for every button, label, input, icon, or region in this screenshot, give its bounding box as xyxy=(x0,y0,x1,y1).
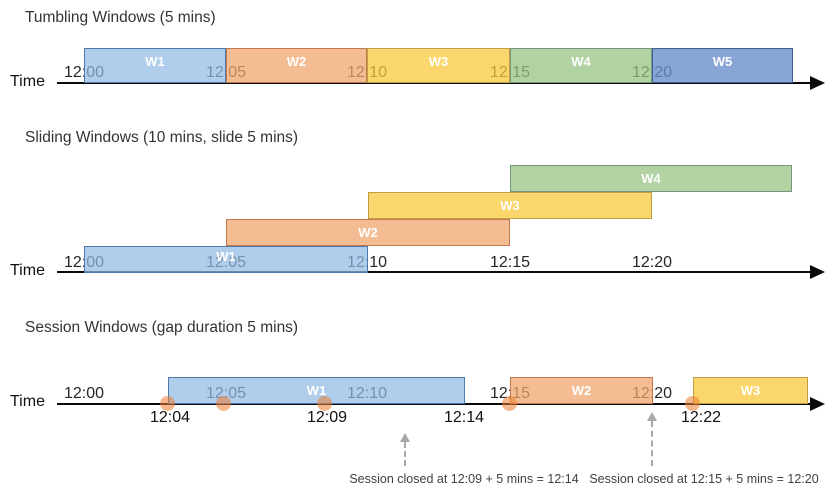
event-time-label: 12:14 xyxy=(443,409,485,426)
sliding-time-axis-label: Time xyxy=(10,262,45,279)
session-time-axis-label: Time xyxy=(10,393,45,410)
sliding-windows-window-bar-w4 xyxy=(510,165,792,192)
tumbling-windows-title: Tumbling Windows (5 mins) xyxy=(25,9,216,26)
sliding-windows-window-label-w1: W1 xyxy=(216,249,236,264)
event-dot xyxy=(685,396,700,411)
tumbling-windows-axis-arrowhead-icon xyxy=(810,76,825,90)
session-closed-arrow-line xyxy=(651,421,653,466)
session-windows-window-label-w1: W1 xyxy=(306,383,327,398)
sliding-windows-window-label-w3: W3 xyxy=(500,198,520,213)
sliding-windows-title: Sliding Windows (10 mins, slide 5 mins) xyxy=(25,129,299,146)
event-time-label: 12:04 xyxy=(149,409,191,426)
tumbling-windows-window-label-w2: W2 xyxy=(286,54,307,69)
session-closed-note: Session closed at 12:15 + 5 mins = 12:20 xyxy=(589,472,819,486)
sliding-windows-window-label-w4: W4 xyxy=(641,171,661,186)
arrow-up-icon xyxy=(647,412,657,421)
event-dot xyxy=(216,396,231,411)
tumbling-windows-window-label-w3: W3 xyxy=(428,54,449,69)
session-windows-tick-label: 12:00 xyxy=(63,385,105,402)
tumbling-windows-time-axis xyxy=(57,82,812,84)
tumbling-windows-window-bar-w5 xyxy=(652,48,793,83)
event-time-label: 12:22 xyxy=(680,409,722,426)
tumbling-windows-window-bar-w3 xyxy=(367,48,510,83)
event-time-label: 12:09 xyxy=(306,409,348,426)
event-dot xyxy=(160,396,175,411)
session-windows-window-label-w3: W3 xyxy=(740,383,761,398)
session-windows-window-bar-w3 xyxy=(693,377,808,404)
tumbling-windows-window-bar-w1 xyxy=(84,48,226,83)
session-windows-window-label-w2: W2 xyxy=(571,383,592,398)
sliding-windows-window-bar-w3 xyxy=(368,192,652,219)
session-windows-axis-arrowhead-icon xyxy=(810,397,825,411)
session-windows-window-bar-w2 xyxy=(510,377,653,404)
event-dot xyxy=(502,396,517,411)
sliding-windows-time-axis xyxy=(57,271,812,273)
tumbling-windows-window-label-w1: W1 xyxy=(145,54,165,69)
tumbling-time-axis-label: Time xyxy=(10,73,45,90)
event-dot xyxy=(317,396,332,411)
tumbling-windows-window-label-w5: W5 xyxy=(712,54,733,69)
tumbling-windows-window-label-w4: W4 xyxy=(571,54,591,69)
sliding-windows-window-label-w2: W2 xyxy=(358,225,378,240)
sliding-windows-tick-label: 12:15 xyxy=(489,254,531,271)
session-closed-note: Session closed at 12:09 + 5 mins = 12:14 xyxy=(349,472,579,486)
session-windows-title: Session Windows (gap duration 5 mins) xyxy=(25,319,299,336)
sliding-windows-tick-label: 12:20 xyxy=(631,254,673,271)
session-closed-arrow-line xyxy=(404,442,406,466)
sliding-windows-window-bar-w1 xyxy=(84,246,368,273)
arrow-up-icon xyxy=(400,433,410,442)
tumbling-windows-window-bar-w4 xyxy=(510,48,652,83)
sliding-windows-window-bar-w2 xyxy=(226,219,510,246)
sliding-windows-axis-arrowhead-icon xyxy=(810,265,825,279)
tumbling-windows-window-bar-w2 xyxy=(226,48,367,83)
session-windows-time-axis xyxy=(57,403,812,405)
